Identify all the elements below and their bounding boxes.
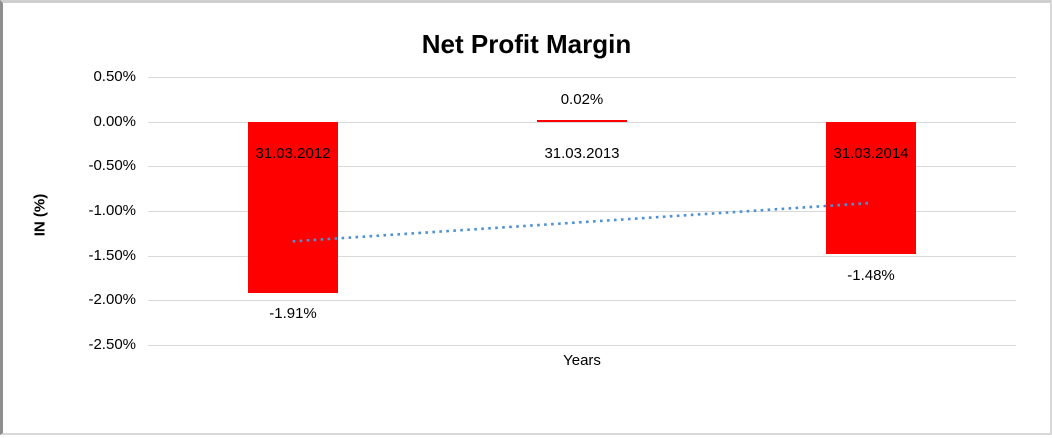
- x-axis-title: Years: [148, 352, 1016, 369]
- chart-title: Net Profit Margin: [3, 29, 1050, 60]
- data-label: 0.02%: [507, 91, 657, 109]
- data-label: -1.91%: [218, 305, 368, 323]
- y-tick-label: -1.00%: [60, 202, 136, 220]
- gridline: [148, 77, 1016, 78]
- y-tick-label: -2.00%: [60, 291, 136, 309]
- gridline: [148, 300, 1016, 301]
- gridline: [148, 345, 1016, 346]
- bar: [826, 122, 916, 254]
- y-axis-title: IN (%): [32, 194, 49, 237]
- data-label: -1.48%: [796, 267, 946, 285]
- category-label: 31.03.2012: [218, 145, 368, 163]
- y-tick-label: -1.50%: [60, 247, 136, 265]
- y-tick-label: -2.50%: [60, 336, 136, 354]
- category-label: 31.03.2013: [507, 145, 657, 163]
- y-tick-label: 0.00%: [60, 113, 136, 131]
- y-tick-label: -0.50%: [60, 157, 136, 175]
- y-tick-label: 0.50%: [60, 68, 136, 86]
- bar: [537, 120, 627, 122]
- category-label: 31.03.2014: [796, 145, 946, 163]
